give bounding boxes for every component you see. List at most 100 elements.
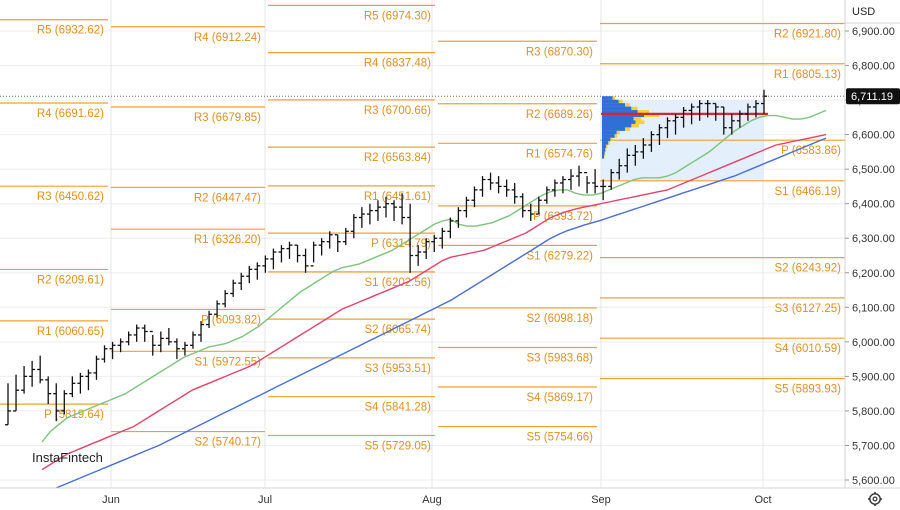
price-bar <box>181 341 188 356</box>
pivot-label-may-r2: R2 (6209.61) <box>37 274 104 286</box>
price-bar <box>374 200 381 221</box>
pivot-label-aug-s5: S5 (5754.66) <box>527 432 594 444</box>
profile-bar-yellow <box>631 123 639 128</box>
price-bar <box>310 241 317 267</box>
price-bar <box>704 100 711 118</box>
price-bar <box>527 203 534 221</box>
price-bar <box>559 176 566 194</box>
pivot-label-jul-s2: S2 (6065.74) <box>365 324 432 336</box>
pivot-label-jun-r3: R3 (6679.85) <box>194 112 261 124</box>
pivot-label-aug-r2: R2 (6689.26) <box>526 109 593 121</box>
price-bar <box>222 290 229 308</box>
profile-bar-blue <box>602 127 626 131</box>
month-tick-label: Sep <box>591 494 611 506</box>
pivot-label-jul-s3: S3 (5953.51) <box>365 363 432 375</box>
price-bar <box>13 374 20 412</box>
month-tick-label: Aug <box>422 494 442 506</box>
pivot-label-jun-p: P (6093.82) <box>201 314 261 326</box>
price-bar <box>69 376 76 398</box>
moving-averages <box>41 109 827 495</box>
price-bar <box>117 338 124 353</box>
price-bar <box>125 331 132 346</box>
price-tick-label: 6,300.00 <box>852 233 895 245</box>
profile-bar-blue <box>602 110 638 114</box>
price-bar <box>77 372 84 394</box>
price-bar <box>262 255 269 273</box>
price-bar <box>45 376 52 405</box>
month-tick-label: Oct <box>754 494 771 506</box>
price-bar <box>109 341 116 360</box>
price-bar <box>342 227 349 246</box>
price-tick-label: 5,600.00 <box>852 475 895 487</box>
pivot-label-aug-s2: S2 (6098.18) <box>527 313 594 325</box>
profile-bar-blue <box>602 144 607 149</box>
price-bar <box>21 366 28 394</box>
price-bar <box>608 169 615 190</box>
price-tick-label: 6,100.00 <box>852 302 895 314</box>
price-bar <box>318 238 325 256</box>
price-bar <box>567 169 574 190</box>
price-bar <box>551 179 558 197</box>
profile-bar-yellow <box>637 110 650 114</box>
price-bar <box>648 131 655 152</box>
price-bar <box>326 231 333 249</box>
price-bar <box>736 110 743 128</box>
pivot-label-may-r1: R1 (6060.65) <box>37 326 104 338</box>
time-axis-panel[interactable] <box>0 488 900 510</box>
profile-bar-yellow <box>612 96 616 100</box>
price-bar <box>664 117 671 139</box>
price-bar <box>294 244 301 263</box>
price-bar <box>600 179 607 201</box>
pivot-levels: R5 (6932.62) R4 (6691.62) R3 (6450.62) R2 (… <box>0 4 845 452</box>
profile-bar-blue <box>602 123 632 128</box>
price-axis-panel[interactable] <box>845 0 900 488</box>
pivot-label-jul-s1: S1 (6202.56) <box>365 277 432 289</box>
price-bar <box>463 196 470 218</box>
price-bar <box>543 186 550 204</box>
gear-icon[interactable] <box>868 492 882 506</box>
price-bar <box>391 200 398 221</box>
profile-bar-yellow <box>610 137 613 142</box>
profile-bar-blue <box>602 103 626 107</box>
pivot-label-aug-s3: S3 (5983.68) <box>527 352 594 364</box>
price-bar <box>640 138 647 159</box>
profile-bar-yellow <box>616 130 620 135</box>
price-bar <box>189 331 196 349</box>
pivot-label-jul-s4: S4 (5841.28) <box>365 402 432 414</box>
pivot-label-may-r3: R3 (6450.62) <box>37 191 104 203</box>
price-tick-label: 6,800.00 <box>852 61 895 73</box>
profile-bar-blue <box>602 134 615 138</box>
last-price-label: 6,711.19 <box>851 91 893 103</box>
pivot-label-aug-s1: S1 (6279.22) <box>527 250 594 262</box>
price-bar <box>198 321 205 342</box>
pivot-label-jul-r2: R2 (6563.84) <box>364 152 431 164</box>
price-tick-label: 5,900.00 <box>852 371 895 383</box>
price-bar <box>503 179 510 197</box>
ma-line-ma-mid <box>41 133 827 471</box>
price-bar <box>29 360 36 387</box>
price-bar <box>302 248 309 273</box>
currency-label[interactable]: USD <box>852 6 875 18</box>
price-axis: 5,600.00 5,700.00 5,800.00 5,900.00 6,000.00… <box>845 26 900 487</box>
price-bar <box>761 89 767 114</box>
price-bar <box>720 106 727 135</box>
price-bar <box>278 245 285 263</box>
profile-bar-blue <box>602 113 644 118</box>
pivot-label-jul-r1: R1 (6451.61) <box>364 191 431 203</box>
profile-bar-yellow <box>606 144 608 149</box>
pivot-label-sep-s4: S4 (6010.59) <box>775 343 842 355</box>
profile-bar-yellow <box>644 113 660 118</box>
price-tick-label: 5,700.00 <box>852 440 895 452</box>
brand-logo: InstaFintech <box>32 450 103 465</box>
price-bar <box>535 196 542 215</box>
price-bar <box>592 169 599 194</box>
price-bar <box>624 148 631 173</box>
pivot-label-aug-s4: S4 (5869.17) <box>527 392 594 404</box>
price-bar <box>366 203 373 225</box>
price-bar <box>286 241 293 259</box>
profile-bar-yellow <box>625 103 631 107</box>
price-bar <box>423 238 430 259</box>
price-bar <box>519 193 526 218</box>
pivot-label-sep-r2: R2 (6921.80) <box>774 28 841 40</box>
